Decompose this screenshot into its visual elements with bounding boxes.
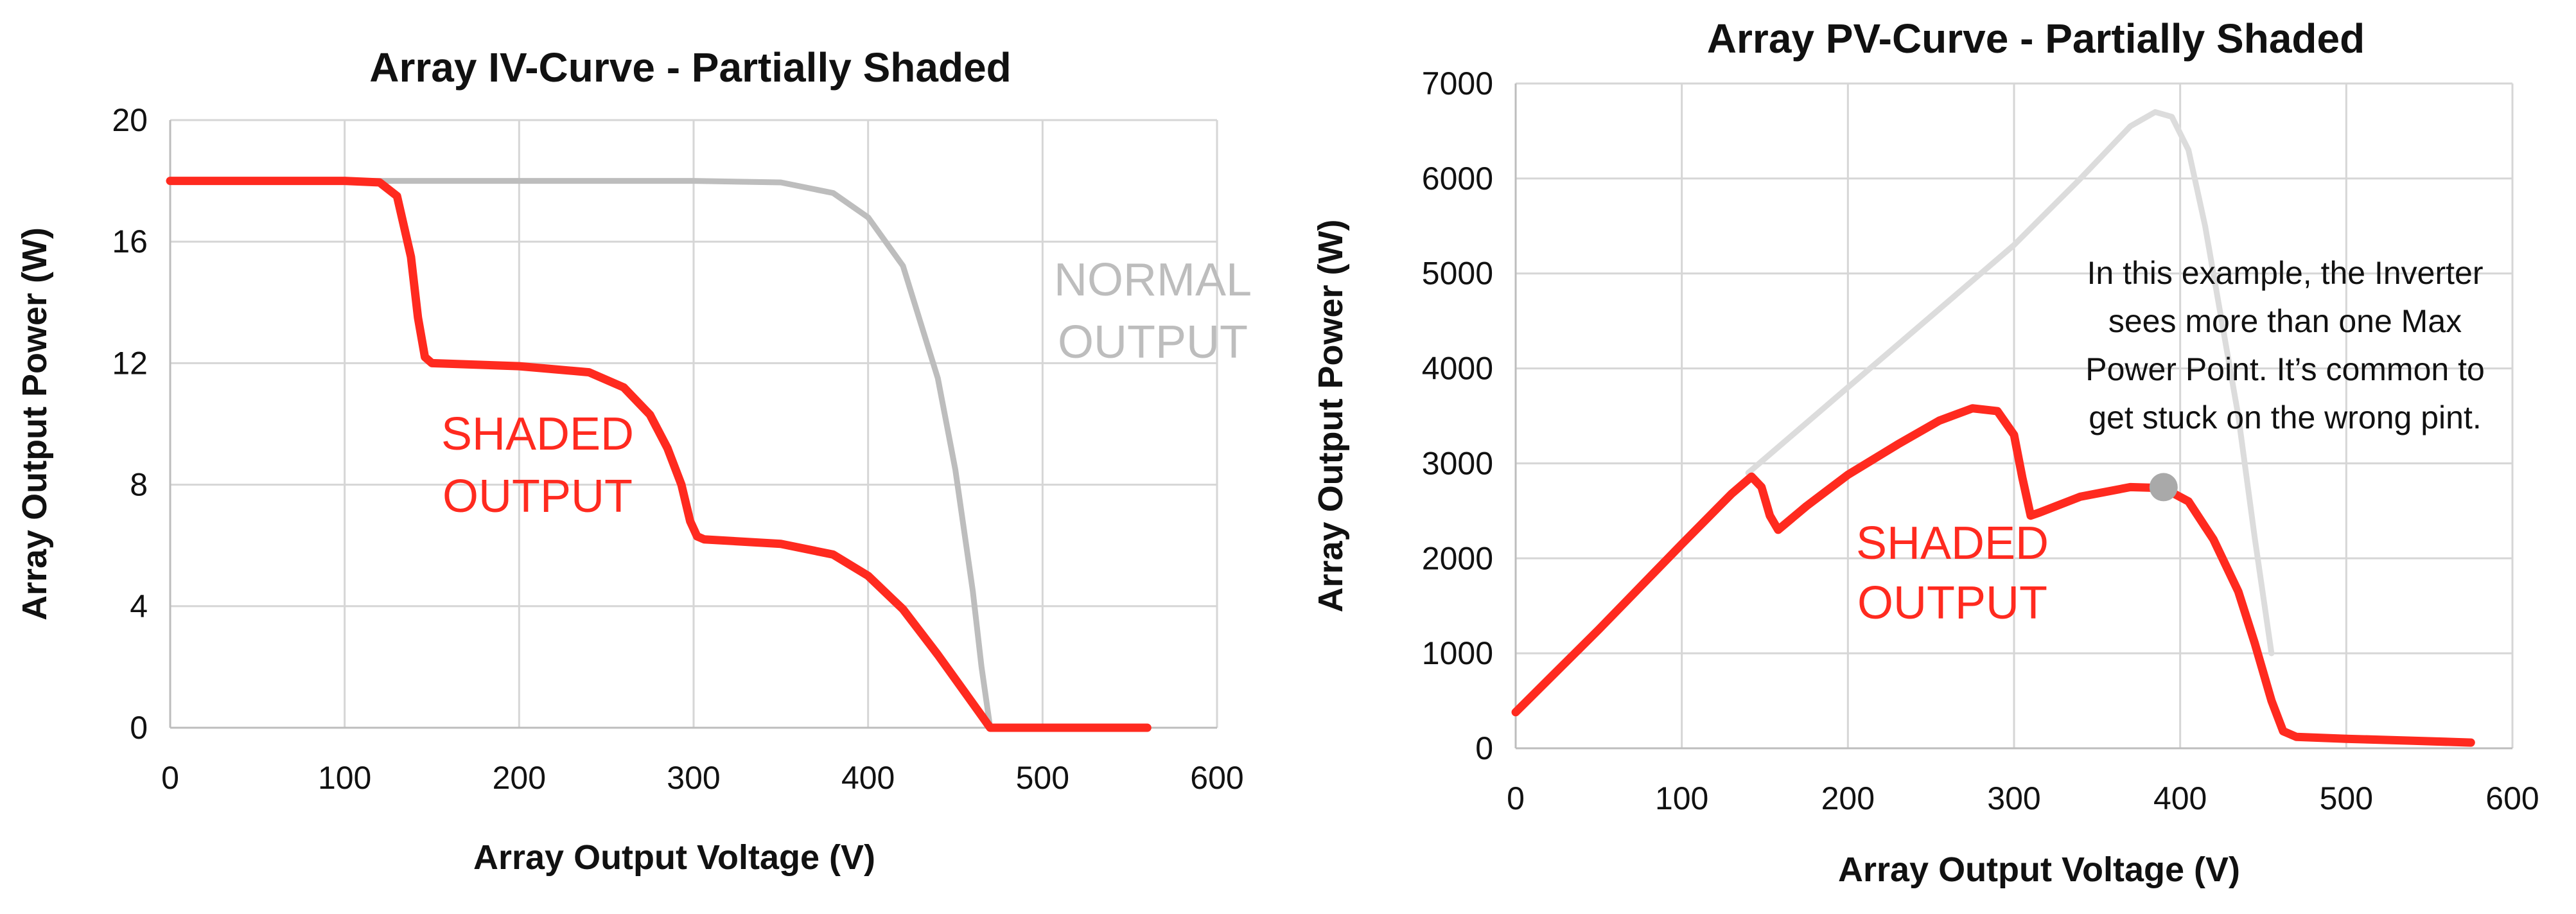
series-line-normal-output: [167, 178, 994, 731]
x-tick-label: 200: [493, 760, 546, 796]
y-axis-label: Array Output Power (W): [1311, 219, 1350, 612]
inverter-note-line: In this example, the Inverter: [2087, 255, 2484, 291]
gridlines: [170, 119, 1218, 728]
x-tick-label: 200: [1821, 780, 1875, 816]
y-tick-label: 12: [112, 345, 148, 381]
x-axis-label: Array Output Voltage (V): [1838, 850, 2240, 889]
max-power-point-marker: [2149, 473, 2178, 502]
y-tick-label: 4000: [1422, 351, 1493, 387]
x-tick-label: 600: [1190, 760, 1243, 796]
normal-output-label-line: OUTPUT: [1058, 317, 1248, 368]
x-tick-label: 0: [1507, 780, 1525, 816]
y-tick-label: 20: [112, 102, 148, 138]
x-tick-label: 400: [841, 760, 895, 796]
gridlines: [1516, 82, 2514, 748]
inverter-note-line: Power Point. It’s common to: [2085, 351, 2485, 387]
chart-2: Array PV-Curve - Partially Shaded 0 100 200…: [1311, 15, 2539, 889]
y-tick-label: 16: [112, 224, 148, 259]
pv-shaded-output-label-line: OUTPUT: [1857, 577, 2047, 629]
y-tick-label: 8: [130, 467, 148, 503]
normal-output-label: NORMAL OUTPUT: [1054, 254, 1252, 368]
y-tick-label: 2000: [1422, 540, 1493, 576]
series-line-shaded-output: [1511, 404, 2475, 747]
x-tick-label: 500: [2320, 780, 2373, 816]
y-tick-label: 3000: [1422, 445, 1493, 481]
chart-title: Array IV-Curve - Partially Shaded: [369, 44, 1012, 91]
y-axis-label: Array Output Power (W): [15, 227, 54, 620]
series-line-shaded-output: [166, 177, 1152, 732]
x-tick-label: 300: [667, 760, 720, 796]
x-tick-label: 100: [1655, 780, 1708, 816]
y-tick-label: 1000: [1422, 635, 1493, 671]
pv-shaded-output-label-line: SHADED: [1856, 518, 2049, 569]
normal-output-label-line: NORMAL: [1054, 254, 1252, 306]
inverter-note-line: get stuck on the wrong pint.: [2089, 400, 2481, 435]
series-line-normal: [1745, 109, 2275, 656]
inverter-note: In this example, the Inverter sees more t…: [2085, 255, 2485, 435]
shaded-output-label: SHADED OUTPUT: [441, 409, 634, 522]
y-tick-label: 0: [1475, 730, 1493, 766]
shaded-output-label-line: SHADED: [441, 409, 634, 460]
y-tick-label: 0: [130, 710, 148, 746]
y-tick-label: 4: [130, 588, 148, 624]
x-tick-label: 400: [2153, 780, 2207, 816]
shaded-output-label-line: OUTPUT: [442, 471, 633, 522]
pv-shaded-output-label: SHADED OUTPUT: [1856, 518, 2049, 629]
x-tick-label: 300: [1987, 780, 2040, 816]
y-tick-label: 7000: [1422, 66, 1493, 101]
inverter-note-line: sees more than one Max: [2108, 303, 2462, 339]
x-tick-label: 100: [318, 760, 371, 796]
x-tick-label: 600: [2485, 780, 2539, 816]
y-tick-label: 5000: [1422, 256, 1493, 292]
x-axis-label: Array Output Voltage (V): [473, 838, 875, 877]
chart-title: Array PV-Curve - Partially Shaded: [1707, 15, 2365, 62]
x-tick-label: 500: [1016, 760, 1069, 796]
x-tick-label: 0: [161, 760, 179, 796]
y-tick-label: 6000: [1422, 161, 1493, 197]
